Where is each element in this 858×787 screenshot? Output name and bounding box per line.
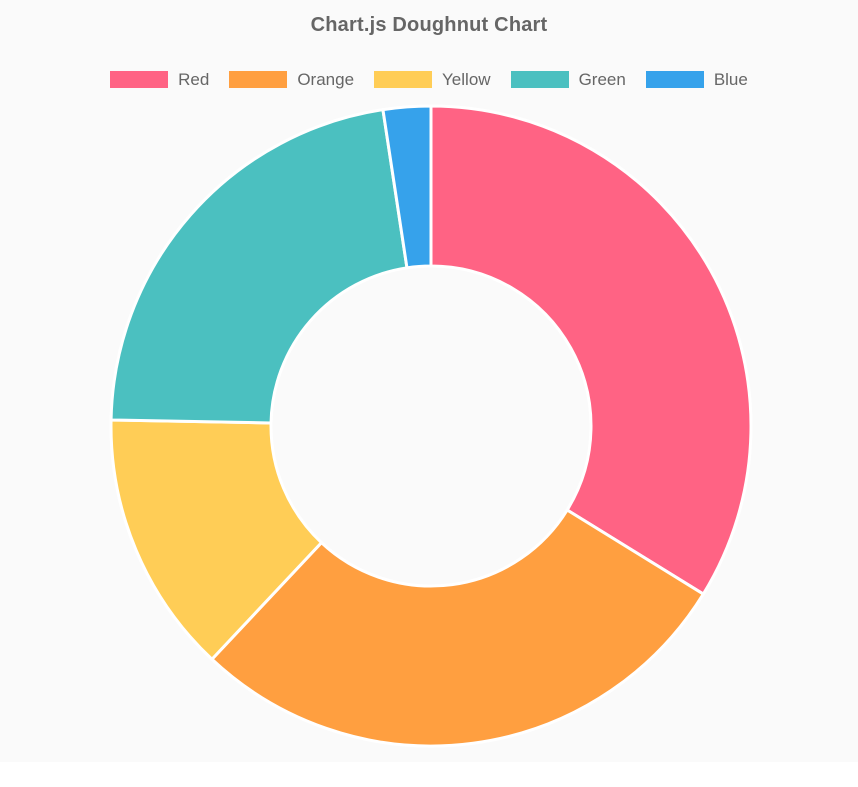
legend-swatch-icon — [510, 71, 569, 88]
legend-swatch-icon — [110, 71, 169, 88]
doughnut-slice-orange[interactable] — [210, 508, 705, 748]
legend-item-green[interactable]: Green — [510, 69, 626, 90]
chart-title: Chart.js Doughnut Chart — [310, 14, 548, 36]
legend-label: Yellow — [442, 69, 491, 89]
doughnut-slice-yellow[interactable] — [109, 418, 323, 661]
legend-item-red[interactable]: Red — [110, 70, 209, 90]
legend-label: Green — [578, 69, 626, 89]
legend-item-orange[interactable]: Orange — [229, 70, 354, 90]
doughnut-slice-green[interactable] — [109, 108, 409, 425]
legend-item-blue[interactable]: Blue — [645, 69, 748, 90]
legend-label: Red — [178, 69, 210, 89]
legend-item-yellow[interactable]: Yellow — [374, 70, 491, 90]
doughnut-slice-blue[interactable] — [381, 104, 433, 270]
legend-swatch-icon — [645, 71, 704, 88]
legend-swatch-icon — [374, 71, 433, 88]
chart-canvas: Chart.js Doughnut Chart Red Orange Yellow G… — [0, 14, 858, 760]
legend-label: Orange — [297, 69, 355, 89]
doughnut-slice-red[interactable] — [429, 104, 753, 596]
chart-legend: Red Orange Yellow Green Blue — [0, 69, 858, 90]
legend-swatch-icon — [229, 71, 288, 88]
doughnut-chart[interactable] — [0, 98, 858, 760]
legend-label: Blue — [713, 69, 748, 89]
